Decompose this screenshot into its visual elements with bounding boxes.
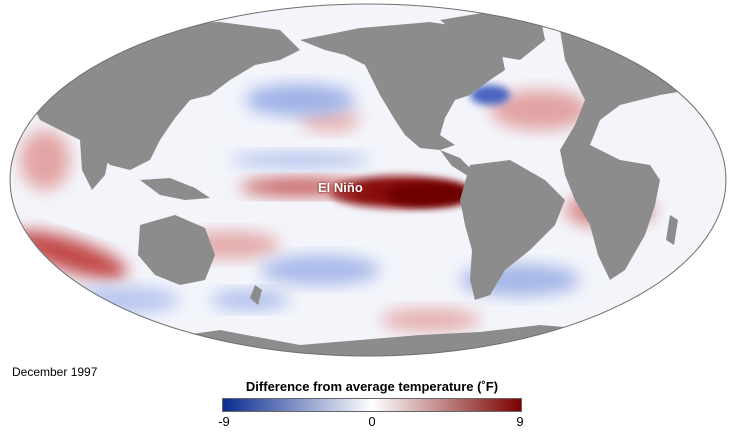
globe <box>10 4 726 356</box>
cool-anomaly-southern-ocean <box>60 286 180 314</box>
south-america <box>460 160 565 300</box>
north-america <box>300 22 505 150</box>
legend-mid-label: 0 <box>368 414 376 429</box>
central-america <box>440 150 472 176</box>
world-map-svg <box>9 3 727 357</box>
cool-anomaly-south-pacific <box>260 255 380 285</box>
cool-anomaly-gulf <box>470 85 510 105</box>
india <box>80 140 110 190</box>
cool-anomaly-tasman <box>210 290 290 310</box>
legend-max-label: 9 <box>516 414 524 429</box>
new-zealand <box>250 285 262 305</box>
legend-title: Difference from average temperature (˚F) <box>245 379 499 394</box>
australia <box>138 215 215 285</box>
globe-outline <box>9 3 727 357</box>
warm-anomaly-north-atlantic <box>490 90 590 130</box>
southeast-asia-islands <box>140 178 210 200</box>
anomaly-map: El Niño <box>9 3 727 357</box>
warm-anomaly-indian-ocean <box>12 231 128 279</box>
greenland <box>440 10 545 60</box>
cool-anomaly-north-pacific <box>245 84 355 116</box>
cool-anomaly-pacific-band <box>230 152 370 168</box>
warm-anomaly-arabian <box>20 130 70 190</box>
warm-anomaly-antarctic-west <box>380 308 480 332</box>
europe-africa <box>560 20 700 280</box>
el-nino-annotation: El Niño <box>318 180 363 195</box>
warm-anomaly-el-nino-core <box>385 183 475 207</box>
legend-min-label: -9 <box>218 414 230 429</box>
warm-anomaly-el-nino-tail <box>240 178 360 196</box>
date-label: December 1997 <box>12 365 98 379</box>
madagascar <box>666 215 678 245</box>
color-scale-bar <box>222 398 522 412</box>
